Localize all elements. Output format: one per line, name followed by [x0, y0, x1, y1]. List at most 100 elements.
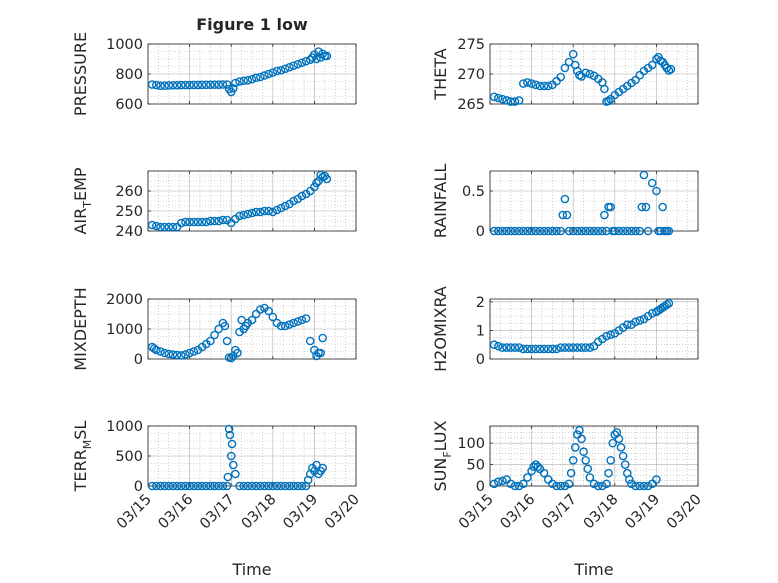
data-point	[181, 217, 190, 227]
data-point	[251, 481, 261, 491]
data-point	[185, 348, 194, 358]
data-point	[297, 58, 307, 68]
data-point	[514, 481, 524, 491]
data-point	[181, 481, 190, 491]
data-point	[228, 460, 238, 470]
data-point	[264, 306, 273, 316]
data-point	[147, 220, 157, 230]
data-point	[160, 222, 169, 232]
y-tick-label: 0	[476, 224, 485, 240]
data-point	[531, 80, 541, 90]
data-point	[523, 344, 532, 354]
data-point	[201, 481, 211, 491]
data-point	[643, 481, 653, 491]
data-point	[585, 226, 595, 236]
y-tick-label: 260	[115, 184, 143, 200]
data-point	[297, 481, 307, 491]
data-point	[502, 343, 511, 352]
data-point	[635, 316, 645, 325]
data-point	[218, 481, 228, 491]
data-point	[581, 226, 590, 236]
data-point	[539, 344, 549, 354]
data-point	[176, 481, 186, 491]
x-tick-label: 03/15	[456, 492, 497, 533]
data-point	[164, 481, 174, 491]
data-point	[589, 479, 599, 489]
data-point	[152, 345, 161, 355]
data-point	[201, 217, 211, 227]
data-point	[498, 226, 507, 236]
x-tick-label: 03/16	[156, 492, 197, 533]
data-point	[568, 49, 578, 59]
data-point	[510, 97, 520, 106]
data-point	[235, 77, 244, 86]
data-point	[189, 347, 199, 356]
data-point	[247, 74, 257, 84]
data-point	[197, 481, 207, 491]
data-point	[535, 344, 545, 354]
data-point	[172, 80, 182, 90]
data-point	[606, 455, 615, 465]
y-tick-label: 0	[476, 352, 485, 368]
axes-box	[147, 170, 357, 232]
data-point	[523, 78, 532, 87]
data-point	[489, 92, 499, 102]
y-tick-label: 0	[134, 479, 143, 495]
data-point	[506, 479, 516, 489]
data-point	[631, 317, 640, 327]
data-point	[631, 481, 640, 491]
data-point	[625, 475, 634, 484]
data-point	[228, 83, 238, 93]
data-point	[224, 424, 234, 434]
data-point	[635, 226, 645, 236]
y-axis-label: THETA	[431, 48, 450, 100]
data-point	[585, 343, 595, 352]
y-axis-label: H2OMIXRA	[431, 286, 450, 372]
data-point	[297, 191, 307, 201]
x-tick-label: 03/16	[498, 492, 539, 533]
data-point	[197, 217, 207, 227]
data-point	[514, 343, 524, 352]
data-point	[272, 66, 282, 76]
data-point	[635, 70, 645, 80]
y-tick-label: 240	[115, 224, 143, 240]
data-point	[305, 55, 315, 65]
data-point	[289, 481, 298, 491]
data-point	[280, 481, 290, 491]
y-tick-label: 1000	[106, 419, 143, 435]
data-point	[214, 216, 224, 226]
y-axis-label: SUNFLUX	[431, 420, 454, 491]
data-point	[506, 97, 516, 106]
x-axis-label-right: Time	[573, 560, 613, 579]
data-point	[272, 481, 282, 491]
data-point	[639, 481, 649, 491]
data-point	[583, 464, 593, 474]
data-point	[489, 479, 499, 489]
data-point	[264, 206, 273, 216]
data-point	[268, 312, 278, 322]
data-point	[602, 226, 611, 236]
data-point	[260, 206, 269, 216]
data-point	[600, 84, 609, 94]
data-point	[535, 226, 545, 236]
data-point	[494, 477, 503, 487]
data-point	[218, 80, 228, 89]
data-point	[301, 56, 311, 66]
data-point	[256, 72, 265, 82]
data-point	[235, 481, 244, 491]
data-point	[627, 226, 636, 236]
data-point	[301, 314, 311, 323]
data-point	[502, 96, 511, 105]
data-point	[560, 63, 570, 73]
data-point	[312, 178, 321, 188]
data-point	[176, 218, 186, 228]
data-point	[589, 226, 599, 236]
data-point	[176, 80, 186, 90]
data-point	[560, 343, 570, 352]
data-point	[502, 475, 511, 484]
x-tick-label: 03/15	[114, 492, 155, 533]
data-point	[285, 320, 294, 329]
data-point	[489, 340, 499, 350]
data-point	[316, 348, 325, 358]
